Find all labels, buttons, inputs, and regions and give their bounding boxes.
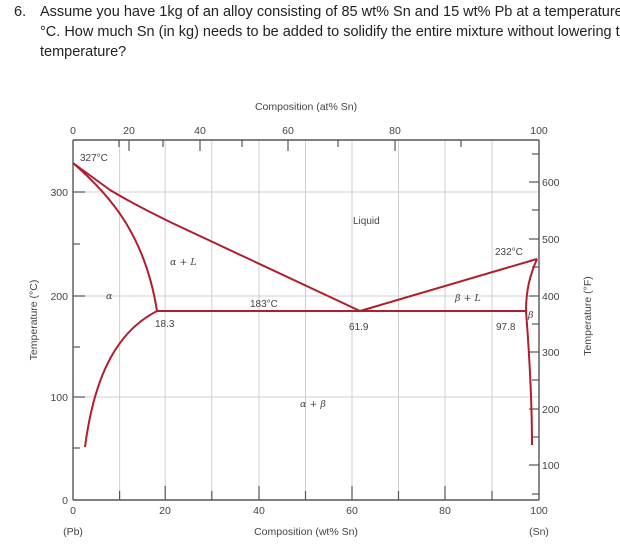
eutectic-temp-label: 183°C xyxy=(250,299,278,310)
svg-text:60: 60 xyxy=(346,505,358,517)
alpha-liquid-phase-label: α + L xyxy=(170,257,197,268)
svg-text:(Sn): (Sn) xyxy=(529,526,549,538)
svg-text:100: 100 xyxy=(542,460,560,472)
phase-boundaries xyxy=(72,162,538,448)
right-axis-title: Temperature (°F) xyxy=(582,276,594,355)
svg-text:20: 20 xyxy=(159,505,171,517)
top-axis-title: Composition (at% Sn) xyxy=(255,101,357,113)
left-axis-title: Temperature (°C) xyxy=(28,280,40,361)
alpha-solubility-label: 18.3 xyxy=(155,319,175,330)
svg-text:0: 0 xyxy=(70,125,76,137)
pb-melting-label: 327°C xyxy=(80,153,108,164)
solvus-beta-line xyxy=(525,310,533,446)
top-axis-labels: 0 20 40 60 80 100 xyxy=(70,125,548,137)
svg-text:40: 40 xyxy=(253,505,265,517)
svg-text:0: 0 xyxy=(70,505,76,517)
right-axis-labels: 600 500 400 300 200 100 xyxy=(542,177,560,472)
bottom-axis-labels: 0 20 40 60 80 100 (Pb) (Sn) xyxy=(63,505,549,538)
beta-phase-label: β xyxy=(527,310,534,321)
svg-text:300: 300 xyxy=(542,347,560,359)
liquidus-left-line xyxy=(72,162,361,312)
svg-text:80: 80 xyxy=(389,125,401,137)
top-axis-ticks xyxy=(118,140,462,151)
eutectic-composition-label: 61.9 xyxy=(349,322,369,333)
beta-solubility-label: 97.8 xyxy=(496,322,516,333)
svg-text:200: 200 xyxy=(50,291,68,303)
svg-text:300: 300 xyxy=(50,187,68,199)
svg-text:400: 400 xyxy=(542,291,560,303)
svg-text:600: 600 xyxy=(542,177,560,189)
liquidus-right-line xyxy=(359,258,538,312)
svg-text:0: 0 xyxy=(62,495,68,507)
question-line-1: Assume you have 1kg of an alloy consisti… xyxy=(40,4,620,20)
svg-text:80: 80 xyxy=(439,505,451,517)
solidus-alpha-line xyxy=(72,162,158,312)
left-axis-labels: 300 200 100 0 xyxy=(50,187,68,507)
svg-text:60: 60 xyxy=(282,125,294,137)
liquid-phase-label: Liquid xyxy=(353,216,380,227)
bottom-axis-ticks xyxy=(118,486,493,500)
alpha-phase-label: α xyxy=(106,291,113,302)
svg-text:500: 500 xyxy=(542,234,560,246)
grid xyxy=(73,140,539,500)
sn-melting-label: 232°C xyxy=(495,247,523,258)
beta-liquid-phase-label: β + L xyxy=(454,293,481,304)
solidus-beta-line xyxy=(525,258,538,312)
svg-text:200: 200 xyxy=(542,404,560,416)
question-number: 6. xyxy=(14,4,27,20)
bottom-axis-title: Composition (wt% Sn) xyxy=(254,526,358,538)
svg-text:100: 100 xyxy=(530,505,548,517)
svg-text:40: 40 xyxy=(194,125,206,137)
alpha-beta-phase-label: α + β xyxy=(300,399,326,410)
svg-text:100: 100 xyxy=(50,392,68,404)
annotations: 327°C 232°C 183°C 18.3 61.9 97.8 xyxy=(80,153,523,333)
solvus-alpha-line xyxy=(84,310,158,448)
svg-text:100: 100 xyxy=(530,125,548,137)
left-axis-ticks xyxy=(73,191,85,449)
question-line-2: °C. How much Sn (in kg) needs to be adde… xyxy=(40,24,620,40)
svg-text:(Pb): (Pb) xyxy=(63,526,83,538)
right-axis-ticks xyxy=(529,153,539,495)
question-line-3: temperature? xyxy=(40,44,127,60)
svg-text:20: 20 xyxy=(123,125,135,137)
